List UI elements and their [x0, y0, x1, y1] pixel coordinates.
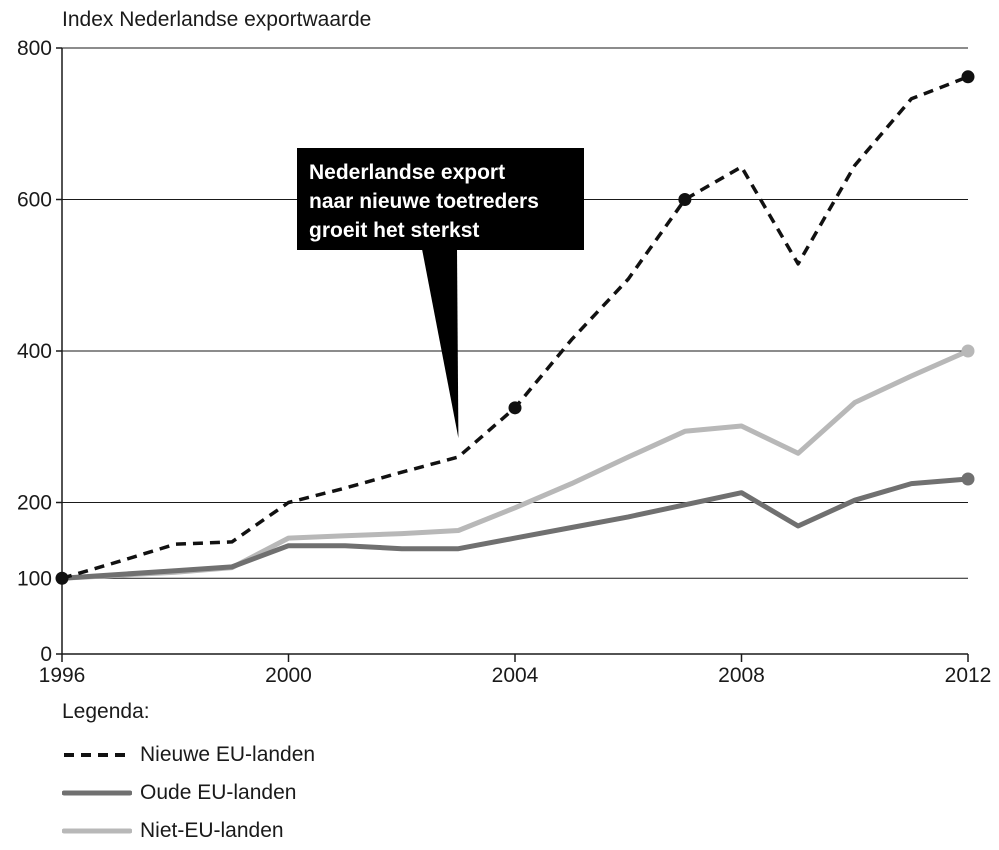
x-tick-label-2000: 2000 [265, 664, 312, 687]
axes: 0 100 200 400 600 800 1996 2000 2004 2008 2012 [17, 37, 991, 687]
legend-item-nieuwe-eu: Nieuwe EU-landen [62, 736, 315, 774]
x-tick-label-2008: 2008 [718, 664, 765, 687]
callout-text-line-1: Nederlandse export [309, 161, 505, 184]
callout-text-line-2: naar nieuwe toetreders [309, 190, 539, 213]
grid-lines [62, 47, 968, 579]
legend-swatch-oude-eu [62, 790, 132, 796]
annotation-callout: Nederlandse export naar nieuwe toetreders… [297, 148, 584, 439]
callout-text-line-3: groeit het sterkst [309, 219, 479, 242]
y-tick-label-200: 200 [17, 492, 52, 515]
callout-pointer [422, 249, 459, 439]
markers-layer [55, 70, 975, 585]
marker-niet-eu-2012 [961, 344, 975, 358]
legend-item-niet-eu: Niet-EU-landen [62, 812, 315, 850]
x-tick-label-1996: 1996 [39, 664, 86, 687]
y-tick-label-100: 100 [17, 567, 52, 590]
y-axis-label: Index Nederlandse exportwaarde [62, 8, 372, 31]
x-tick-label-2012: 2012 [945, 664, 992, 687]
marker-nieuwe-eu-2004 [508, 401, 522, 415]
y-tick-label-800: 800 [17, 37, 52, 60]
series-line-oude-eu [59, 476, 971, 581]
marker-oude-eu-2012 [961, 472, 975, 486]
marker-nieuwe-eu-2007 [678, 193, 692, 206]
legend-swatch-nieuwe-eu [64, 753, 130, 757]
legend: Legenda: Nieuwe EU-landen Oude EU-landen… [62, 700, 315, 850]
legend-title: Legenda: [62, 700, 150, 723]
legend-swatch-niet-eu [62, 828, 132, 834]
y-tick-label-600: 600 [17, 189, 52, 212]
legend-label-niet-eu: Niet-EU-landen [140, 819, 284, 842]
legend-label-oude-eu: Oude EU-landen [140, 781, 297, 804]
legend-item-oude-eu: Oude EU-landen [62, 774, 315, 812]
y-tick-label-400: 400 [17, 340, 52, 363]
marker-nieuwe-eu-1996 [55, 571, 69, 585]
y-tick-label-0: 0 [40, 643, 52, 666]
line-chart: 0 100 200 400 600 800 1996 2000 2004 2008 2012 Ned… [17, 37, 991, 687]
callout-box [297, 148, 584, 250]
legend-label-nieuwe-eu: Nieuwe EU-landen [140, 743, 316, 766]
marker-nieuwe-eu-2012 [961, 70, 975, 84]
x-tick-label-2004: 2004 [492, 664, 539, 687]
